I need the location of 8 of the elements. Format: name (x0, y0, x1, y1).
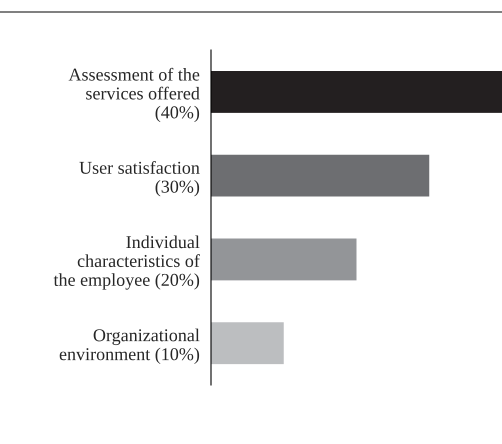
bar (211, 70, 502, 113)
bar (211, 154, 430, 197)
y-tick-label: Organizational environment (10%) (60, 328, 200, 364)
y-tick-label: User satisfaction (30%) (79, 160, 200, 196)
y-tick-label: Individual characteristics of the employee (20%) (54, 235, 200, 290)
bar (211, 238, 356, 280)
bar (211, 322, 284, 364)
y-tick-label: Assessment of the services offered (40%) (68, 68, 200, 122)
